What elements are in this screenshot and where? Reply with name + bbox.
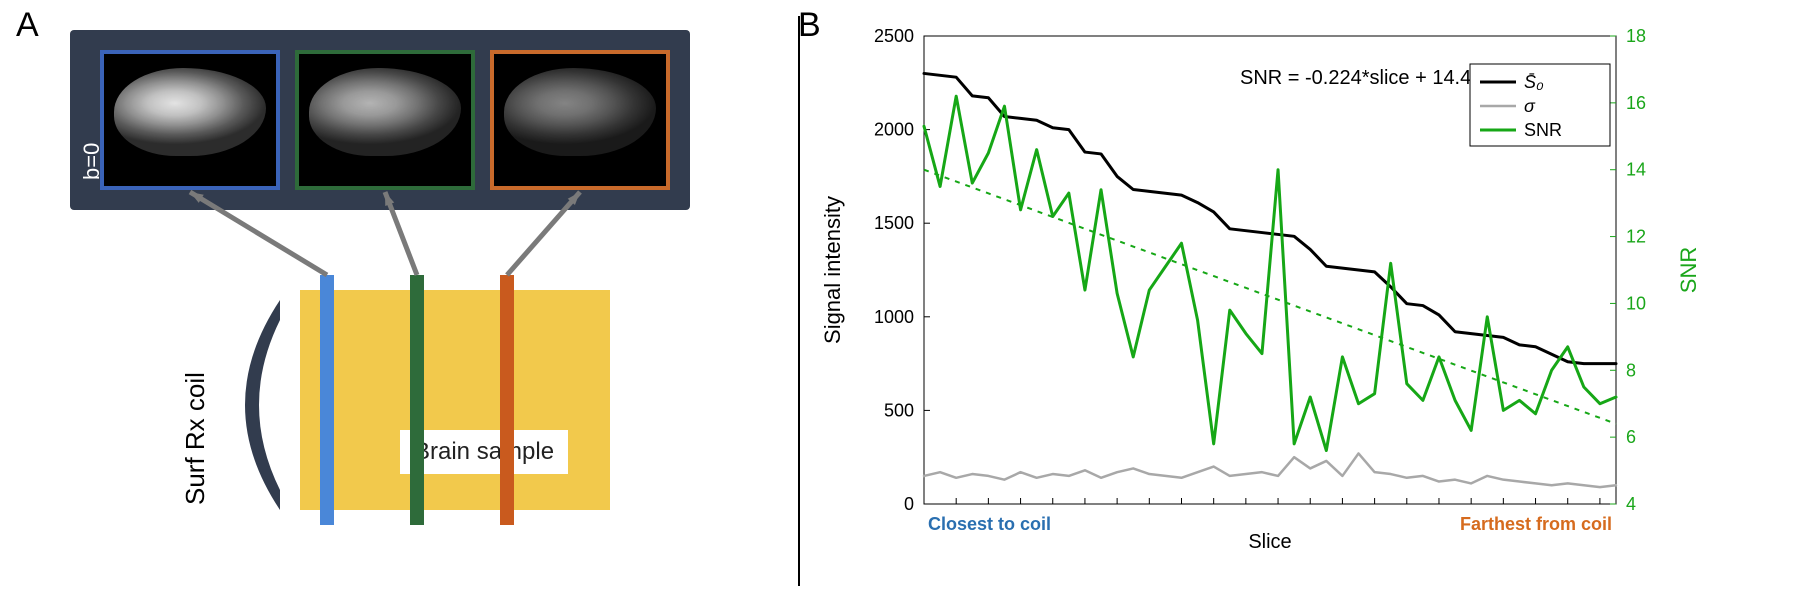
svg-text:0: 0 xyxy=(904,494,914,514)
svg-text:Farthest from coil: Farthest from coil xyxy=(1460,514,1612,534)
svg-text:16: 16 xyxy=(1626,93,1646,113)
panel-a: A b=0 Surf Rx coil Brain sample xyxy=(0,0,780,604)
brain-sample-label: Brain sample xyxy=(400,430,568,474)
svg-text:2000: 2000 xyxy=(874,120,914,140)
slice-marker-0 xyxy=(320,275,334,525)
snr-chart: 050010001500200025004681012141618Signal … xyxy=(910,30,1630,510)
svg-text:σ: σ xyxy=(1524,96,1536,116)
b0-strip: b=0 xyxy=(70,30,690,210)
svg-text:Signal intensity: Signal intensity xyxy=(820,196,845,344)
svg-text:1500: 1500 xyxy=(874,213,914,233)
svg-text:SNR: SNR xyxy=(1524,120,1562,140)
coil-label: Surf Rx coil xyxy=(180,372,211,505)
svg-text:500: 500 xyxy=(884,400,914,420)
panel-b-label: B xyxy=(798,6,821,45)
svg-text:S̄₀: S̄₀ xyxy=(1524,72,1544,92)
svg-text:18: 18 xyxy=(1626,26,1646,46)
svg-text:8: 8 xyxy=(1626,360,1636,380)
svg-text:SNR = -0.224*slice + 14.40: SNR = -0.224*slice + 14.40 xyxy=(1240,67,1482,89)
svg-text:6: 6 xyxy=(1626,427,1636,447)
slice-marker-1 xyxy=(410,275,424,525)
svg-text:Slice: Slice xyxy=(1248,531,1291,553)
panel-a-label: A xyxy=(16,6,39,45)
mri-thumb-1 xyxy=(295,50,475,190)
rx-coil-icon xyxy=(220,295,290,515)
slice-marker-2 xyxy=(500,275,514,525)
svg-text:10: 10 xyxy=(1626,293,1646,313)
panel-b: B 050010001500200025004681012141618Signa… xyxy=(780,0,1801,604)
svg-text:1000: 1000 xyxy=(874,307,914,327)
scientific-figure: A b=0 Surf Rx coil Brain sample B 050010… xyxy=(0,0,1801,604)
svg-text:12: 12 xyxy=(1626,227,1646,247)
mri-thumb-0 xyxy=(100,50,280,190)
mri-thumb-2 xyxy=(490,50,670,190)
svg-text:4: 4 xyxy=(1626,494,1636,514)
svg-text:SNR: SNR xyxy=(1676,247,1701,293)
brain-sample-box: Brain sample xyxy=(300,290,610,510)
svg-text:2500: 2500 xyxy=(874,26,914,46)
svg-text:Closest to coil: Closest to coil xyxy=(928,514,1051,534)
svg-text:14: 14 xyxy=(1626,160,1646,180)
